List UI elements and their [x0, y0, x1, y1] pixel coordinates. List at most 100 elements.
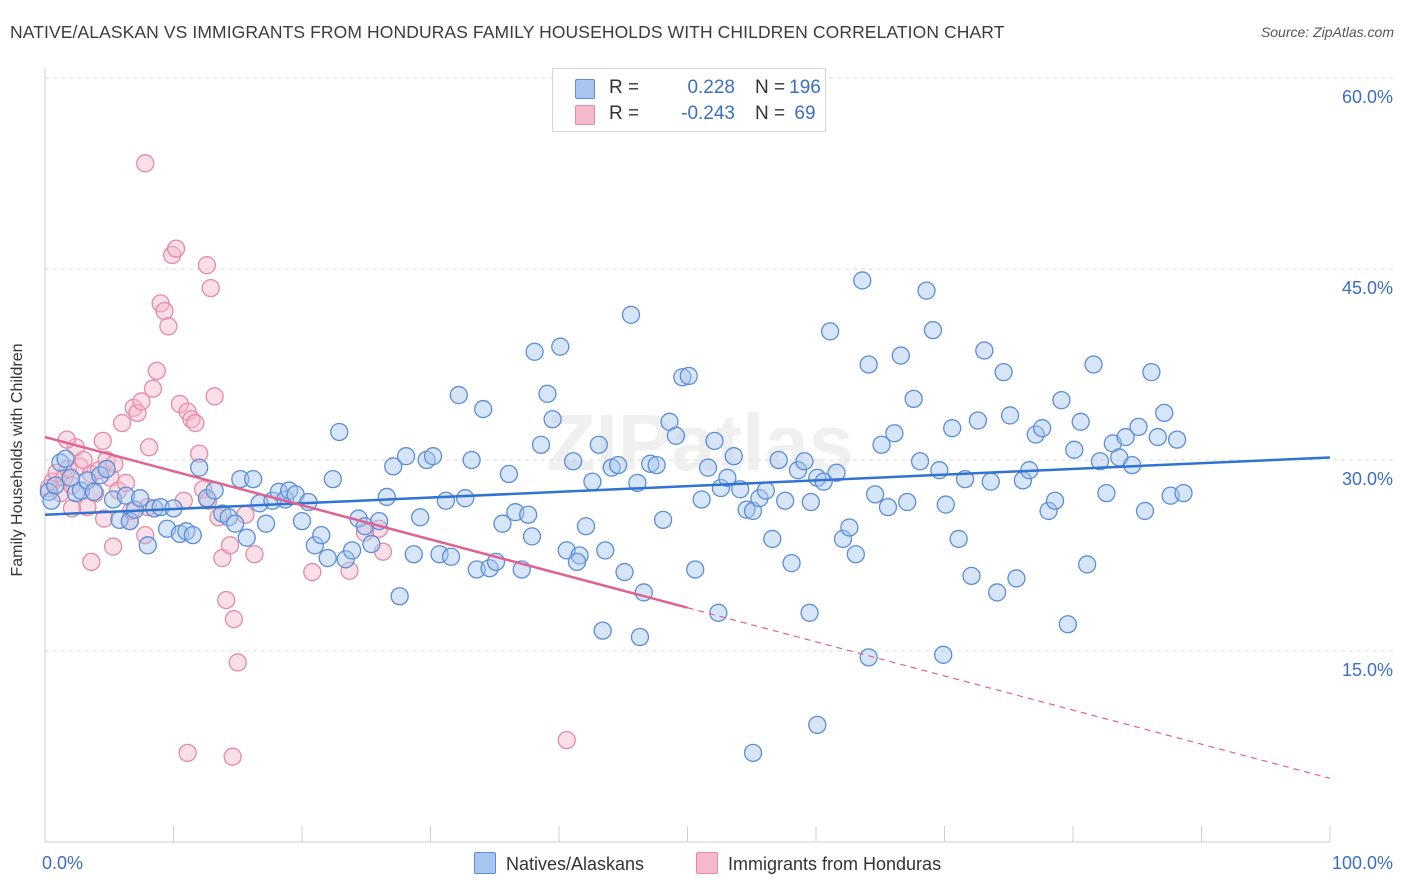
natives-point — [949, 529, 968, 549]
natives-point — [1135, 501, 1155, 521]
natives-point — [647, 455, 666, 475]
natives-point — [853, 271, 872, 290]
natives-point — [910, 452, 930, 471]
natives-point — [679, 366, 698, 386]
natives-point — [833, 529, 853, 549]
natives-point — [396, 447, 416, 466]
legend-n-label: N = — [755, 77, 786, 98]
natives-point — [226, 514, 245, 533]
legend-r-value: -0.243 — [681, 103, 735, 124]
natives-point — [593, 621, 612, 640]
legend-n-label: N = — [755, 103, 786, 124]
natives-point — [776, 491, 795, 510]
natives-point — [237, 528, 256, 547]
natives-point — [190, 458, 209, 477]
natives-point — [859, 648, 878, 667]
honduras-point — [112, 413, 132, 433]
natives-point — [1039, 501, 1058, 521]
honduras-point — [103, 537, 123, 556]
natives-point — [138, 536, 157, 555]
natives-point — [1174, 483, 1193, 503]
natives-point — [1007, 569, 1026, 588]
natives-point — [743, 743, 763, 763]
natives-point — [820, 322, 840, 341]
honduras-point — [143, 379, 163, 398]
honduras-point — [147, 361, 166, 381]
natives-point — [1077, 555, 1097, 574]
natives-point — [782, 553, 801, 573]
natives-point — [872, 435, 891, 454]
natives-point — [525, 342, 544, 361]
natives-point — [800, 603, 819, 622]
correlation-legend: R = 0.228 N = 196 R = -0.243 N = 69 — [552, 68, 826, 132]
honduras-point — [201, 278, 220, 298]
natives-point — [462, 450, 481, 470]
legend-n-value: 69 — [794, 103, 816, 124]
natives-trend-line — [44, 456, 1331, 517]
natives-point — [456, 489, 475, 508]
honduras-point — [557, 730, 576, 750]
honduras-trend-extension — [687, 607, 1331, 779]
honduras-point — [128, 403, 147, 423]
natives-point — [519, 505, 538, 524]
natives-point — [653, 510, 673, 529]
natives-point — [531, 435, 551, 454]
natives-point — [42, 491, 61, 510]
natives-point — [318, 548, 337, 568]
y-tick-label: 15.0% — [1342, 660, 1393, 680]
natives-point — [576, 517, 596, 536]
honduras-point — [170, 394, 190, 414]
legend-label-natives: Natives/Alaskans — [506, 854, 645, 874]
natives-point — [493, 514, 512, 533]
honduras-point — [217, 590, 236, 610]
natives-point — [563, 452, 583, 471]
natives-point — [231, 469, 250, 489]
legend-n-value: 196 — [789, 77, 821, 98]
natives-point — [724, 447, 743, 466]
natives-point — [885, 424, 904, 443]
honduras-point — [224, 610, 244, 629]
natives-point — [84, 482, 103, 501]
natives-point — [686, 560, 705, 579]
natives-point — [891, 346, 910, 365]
natives-point — [878, 497, 898, 517]
natives-point — [975, 341, 994, 360]
natives-point — [449, 385, 468, 405]
natives-point — [1033, 419, 1052, 438]
natives-point — [411, 508, 430, 527]
natives-point — [718, 468, 737, 487]
legend-label-honduras: Immigrants from Honduras — [728, 854, 942, 874]
natives-point — [859, 355, 878, 374]
natives-point — [130, 489, 150, 508]
honduras-point — [155, 301, 174, 321]
natives-point — [1000, 406, 1020, 425]
natives-point — [342, 541, 362, 560]
natives-point — [962, 566, 981, 586]
natives-point — [336, 550, 355, 569]
natives-point — [474, 399, 493, 419]
natives-point — [596, 541, 615, 560]
natives-point — [630, 627, 650, 647]
natives-point — [988, 583, 1007, 602]
natives-point — [698, 458, 718, 477]
natives-point — [666, 426, 686, 445]
natives-point — [1084, 355, 1103, 374]
natives-point — [1129, 417, 1148, 437]
natives-point — [46, 476, 65, 495]
natives-point — [312, 525, 331, 545]
honduras-point — [116, 473, 136, 493]
bottom-legend-natives[interactable]: Natives/Alaskans — [474, 852, 644, 875]
natives-point — [709, 603, 728, 622]
natives-point — [499, 464, 519, 484]
y-axis-title: Family Households with Children — [9, 343, 26, 577]
honduras-point — [190, 444, 209, 463]
natives-point — [968, 411, 988, 430]
natives-point — [795, 452, 814, 471]
natives-point — [737, 500, 756, 519]
natives-point — [430, 545, 449, 564]
natives-point — [1155, 403, 1174, 423]
y-tick-label: 30.0% — [1342, 469, 1393, 489]
bottom-legend-honduras[interactable]: Immigrants from Honduras — [696, 852, 941, 875]
natives-point — [183, 525, 202, 545]
